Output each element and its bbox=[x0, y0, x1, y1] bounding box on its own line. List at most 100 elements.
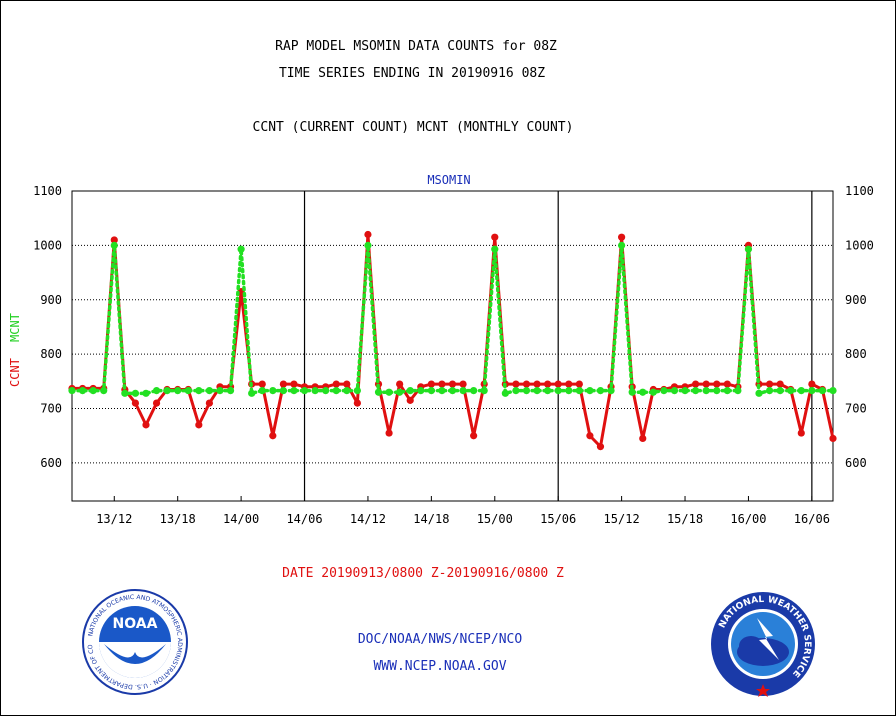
noaa-logo-text: NOAA bbox=[113, 616, 158, 632]
data-point-mcnt bbox=[279, 386, 287, 395]
x-tick-label: 15/06 bbox=[540, 512, 576, 526]
data-point-mcnt bbox=[396, 388, 404, 396]
data-point-ccnt bbox=[470, 432, 478, 440]
data-point-mcnt bbox=[110, 241, 118, 249]
data-point-mcnt bbox=[322, 386, 330, 395]
noaa-logo-icon: NOAA NATIONAL OCEANIC AND ATMOSPHERIC AD… bbox=[80, 588, 188, 695]
data-point-mcnt bbox=[448, 386, 457, 395]
data-point-mcnt bbox=[142, 389, 150, 397]
data-point-mcnt bbox=[713, 386, 721, 395]
data-point-ccnt bbox=[290, 380, 298, 388]
data-point-mcnt bbox=[480, 386, 488, 395]
data-point-mcnt bbox=[818, 386, 827, 395]
data-point-mcnt bbox=[470, 386, 478, 395]
data-point-mcnt bbox=[618, 241, 626, 249]
data-point-mcnt bbox=[702, 386, 710, 395]
y-tick-label-right: 700 bbox=[845, 402, 867, 416]
x-tick-label: 13/12 bbox=[96, 512, 132, 526]
data-point-mcnt bbox=[776, 386, 784, 395]
data-point-mcnt bbox=[290, 386, 298, 395]
data-point-mcnt bbox=[808, 386, 816, 395]
y-tick-label-right: 600 bbox=[845, 456, 867, 470]
data-point-mcnt bbox=[575, 386, 583, 395]
y-tick-label-right: 1100 bbox=[845, 184, 874, 198]
data-point-mcnt bbox=[195, 386, 203, 395]
y-tick-label-right: 800 bbox=[845, 347, 867, 361]
data-point-mcnt bbox=[184, 386, 192, 395]
nws-logo-icon: NATIONAL WEATHER SERVICE bbox=[711, 592, 815, 697]
data-point-mcnt bbox=[512, 386, 520, 395]
data-point-mcnt bbox=[417, 386, 425, 395]
data-point-mcnt bbox=[269, 386, 277, 395]
data-point-ccnt bbox=[596, 443, 605, 451]
x-tick-label: 14/18 bbox=[413, 512, 449, 526]
data-point-ccnt bbox=[385, 429, 393, 437]
data-point-mcnt bbox=[628, 388, 636, 396]
data-point-ccnt bbox=[152, 399, 161, 407]
data-point-ccnt bbox=[343, 380, 351, 388]
data-point-mcnt bbox=[554, 386, 562, 395]
data-point-ccnt bbox=[565, 380, 573, 388]
data-point-mcnt bbox=[649, 388, 657, 396]
data-point-ccnt bbox=[438, 380, 446, 388]
data-point-mcnt bbox=[237, 245, 245, 253]
data-point-ccnt bbox=[131, 399, 140, 407]
x-tick-label: 15/18 bbox=[667, 512, 703, 526]
data-point-mcnt bbox=[248, 389, 256, 397]
data-point-ccnt bbox=[332, 380, 340, 388]
x-tick-label: 14/00 bbox=[223, 512, 259, 526]
plot-frame bbox=[71, 190, 834, 502]
data-point-mcnt bbox=[670, 386, 679, 395]
data-point-ccnt bbox=[829, 434, 837, 443]
data-point-mcnt bbox=[586, 386, 594, 395]
y-tick-label-left: 1100 bbox=[33, 184, 62, 198]
data-point-mcnt bbox=[533, 386, 541, 395]
data-point-mcnt bbox=[300, 386, 309, 395]
data-point-ccnt bbox=[110, 236, 118, 244]
data-point-ccnt bbox=[512, 380, 520, 388]
data-point-mcnt bbox=[607, 386, 615, 395]
data-point-ccnt bbox=[765, 380, 774, 388]
header-line-3: CCNT (CURRENT COUNT) MCNT (MONTHLY COUNT… bbox=[252, 120, 574, 135]
data-point-ccnt bbox=[618, 233, 626, 241]
data-point-mcnt bbox=[216, 386, 224, 395]
header-line-1: RAP MODEL MSOMIN DATA COUNTS for 08Z bbox=[275, 39, 557, 54]
data-point-ccnt bbox=[522, 380, 531, 388]
series-line-ccnt bbox=[72, 233, 835, 449]
y-axis-label-mcnt: MCNT bbox=[8, 313, 22, 342]
header-line-2: TIME SERIES ENDING IN 20190916 08Z bbox=[278, 66, 546, 81]
y-axis-label-ccnt: CCNT bbox=[8, 358, 22, 387]
agency-text[interactable]: DOC/NOAA/NWS/NCEP/NCO bbox=[357, 632, 523, 647]
data-point-ccnt bbox=[353, 399, 361, 407]
data-point-mcnt bbox=[205, 386, 214, 395]
x-tick-label: 16/00 bbox=[730, 512, 766, 526]
data-point-mcnt bbox=[596, 386, 605, 395]
data-point-mcnt bbox=[565, 386, 573, 395]
y-tick-label-left: 700 bbox=[40, 402, 62, 416]
ncep-url-link[interactable]: WWW.NCEP.NOAA.GOV bbox=[373, 659, 507, 674]
data-point-ccnt bbox=[459, 380, 467, 388]
data-point-ccnt bbox=[269, 432, 277, 440]
y-tick-label-right: 1000 bbox=[845, 238, 874, 252]
y-tick-label-right: 900 bbox=[845, 293, 867, 307]
data-point-mcnt bbox=[258, 386, 266, 395]
data-point-mcnt bbox=[787, 386, 795, 395]
x-tick-label: 14/06 bbox=[286, 512, 322, 526]
data-point-mcnt bbox=[163, 386, 171, 395]
data-point-ccnt bbox=[713, 380, 721, 388]
data-point-ccnt bbox=[776, 380, 784, 388]
data-point-mcnt bbox=[765, 386, 774, 395]
data-point-mcnt bbox=[681, 386, 689, 395]
data-point-mcnt bbox=[501, 389, 509, 397]
data-point-mcnt bbox=[438, 386, 446, 395]
x-tick-label: 15/00 bbox=[477, 512, 513, 526]
data-point-ccnt bbox=[448, 380, 457, 388]
data-point-mcnt bbox=[226, 386, 235, 395]
y-tick-label-left: 800 bbox=[40, 347, 62, 361]
y-tick-label-left: 1000 bbox=[33, 238, 62, 252]
data-point-mcnt bbox=[755, 389, 763, 397]
data-point-ccnt bbox=[639, 434, 647, 443]
data-point-mcnt bbox=[174, 386, 182, 395]
data-point-ccnt bbox=[797, 429, 805, 437]
